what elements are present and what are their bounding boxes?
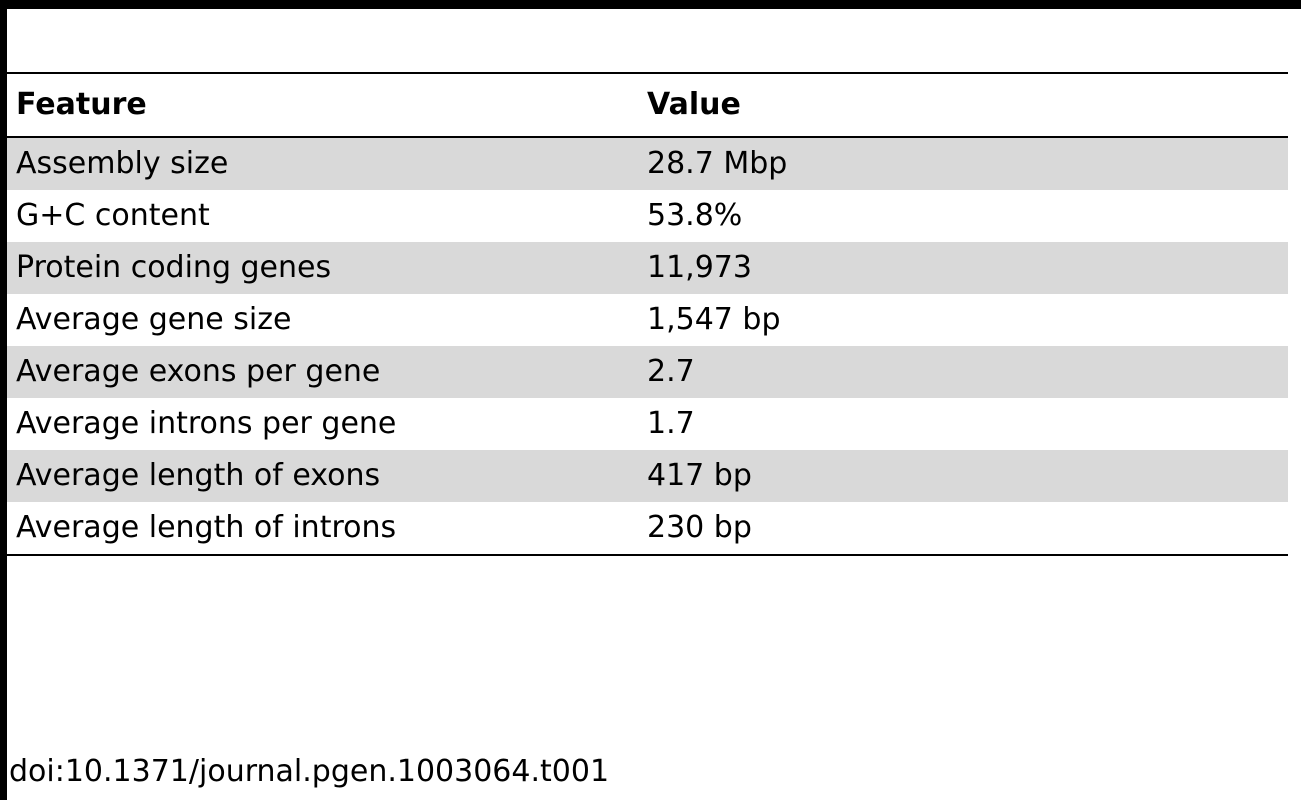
row-value: 53.8% xyxy=(647,198,743,233)
row-feature: Average gene size xyxy=(16,302,292,337)
left-border-rule xyxy=(0,0,7,800)
row-feature: Average introns per gene xyxy=(16,406,397,441)
row-value: 417 bp xyxy=(647,458,752,493)
row-feature: Assembly size xyxy=(16,146,229,181)
row-feature: Protein coding genes xyxy=(16,250,332,285)
row-value: 11,973 xyxy=(647,250,752,285)
top-border-rule xyxy=(0,0,1301,9)
table-row: Average introns per gene 1.7 xyxy=(7,398,1288,450)
data-table: Feature Value Assembly size 28.7 Mbp G+C… xyxy=(7,72,1288,556)
row-feature: Average length of exons xyxy=(16,458,381,493)
table-row: Average length of introns 230 bp xyxy=(7,502,1288,554)
doi-footer: doi:10.1371/journal.pgen.1003064.t001 xyxy=(9,754,610,789)
row-value: 28.7 Mbp xyxy=(647,146,788,181)
row-feature: Average length of introns xyxy=(16,510,397,545)
table-top-rule xyxy=(7,72,1288,74)
header-value: Value xyxy=(647,87,741,122)
row-value: 1.7 xyxy=(647,406,695,441)
table-row: Assembly size 28.7 Mbp xyxy=(7,138,1288,190)
table-bottom-rule xyxy=(7,554,1288,556)
table-row: G+C content 53.8% xyxy=(7,190,1288,242)
table-row: Average length of exons 417 bp xyxy=(7,450,1288,502)
table-row: Average gene size 1,547 bp xyxy=(7,294,1288,346)
row-feature: G+C content xyxy=(16,198,210,233)
row-feature: Average exons per gene xyxy=(16,354,381,389)
row-value: 1,547 bp xyxy=(647,302,781,337)
table-header-row: Feature Value xyxy=(7,74,1288,136)
row-value: 2.7 xyxy=(647,354,695,389)
table-row: Average exons per gene 2.7 xyxy=(7,346,1288,398)
row-value: 230 bp xyxy=(647,510,752,545)
header-feature: Feature xyxy=(16,87,147,122)
table-row: Protein coding genes 11,973 xyxy=(7,242,1288,294)
header-bottom-rule xyxy=(7,136,1288,138)
